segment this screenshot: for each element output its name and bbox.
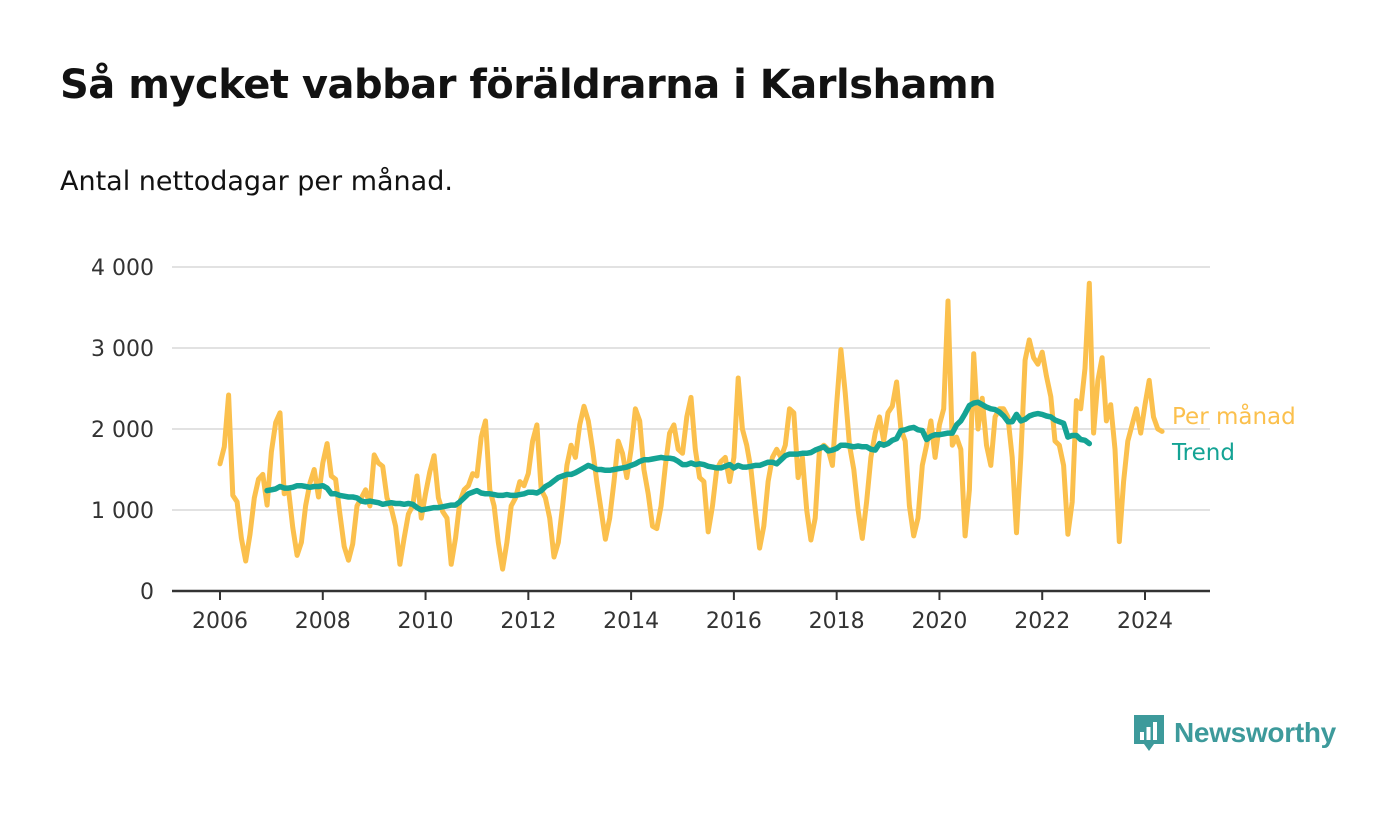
series-lines xyxy=(217,280,1165,572)
x-tick-label: 2020 xyxy=(911,609,967,634)
axes: 0 1 000 2 000 3 000 4 000 2006 2008 2010 2012 201… xyxy=(91,256,1210,634)
y-tick-label: 4 000 xyxy=(91,256,154,281)
y-tick-label: 0 xyxy=(140,580,154,605)
series-labels: Per månad Trend xyxy=(1171,402,1296,466)
brand-name: Newsworthy xyxy=(1174,717,1336,748)
x-tick-label: 2010 xyxy=(398,609,454,634)
series-label-per-manad: Per månad xyxy=(1172,402,1296,430)
x-tick-label: 2014 xyxy=(603,609,659,634)
x-tick-label: 2022 xyxy=(1014,609,1070,634)
series-label-trend: Trend xyxy=(1171,440,1235,466)
brand-logo: Newsworthy xyxy=(1132,712,1336,754)
x-tick-label: 2006 xyxy=(192,609,248,634)
x-tick-label: 2024 xyxy=(1117,609,1173,634)
newsworthy-logo-icon xyxy=(1134,715,1164,751)
series-line-trend xyxy=(264,399,1093,513)
gridlines xyxy=(172,266,1210,511)
x-tick-label: 2008 xyxy=(295,609,351,634)
y-tick-label: 2 000 xyxy=(91,418,154,443)
chart-title: Så mycket vabbar föräldrarna i Karlshamn xyxy=(60,62,997,108)
y-tick-label: 3 000 xyxy=(91,337,154,362)
x-tick-label: 2018 xyxy=(809,609,865,634)
series-line-per-manad xyxy=(217,280,1165,572)
x-tick-label: 2012 xyxy=(500,609,556,634)
chart-subtitle: Antal nettodagar per månad. xyxy=(60,166,453,197)
x-tick-label: 2016 xyxy=(706,609,762,634)
y-tick-label: 1 000 xyxy=(91,499,154,524)
